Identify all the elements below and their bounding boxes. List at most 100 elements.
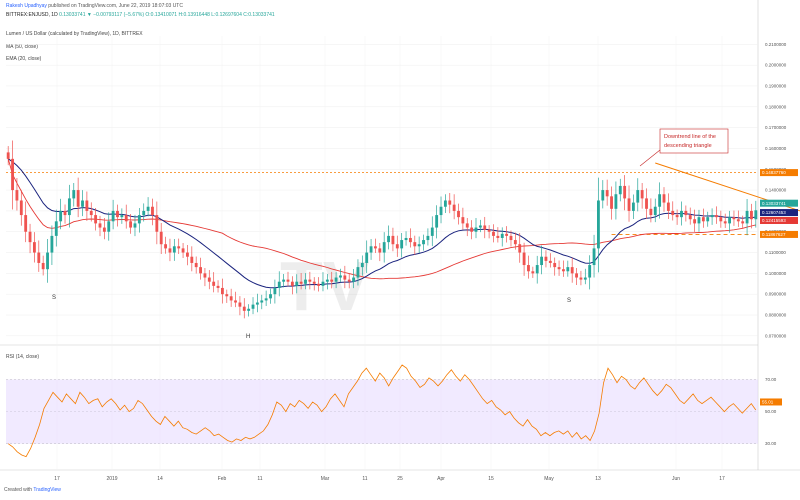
moving-averages <box>7 158 756 289</box>
price-tick-label: 0.1400000 <box>765 188 787 193</box>
price-tick-label: 0.1100000 <box>765 250 786 255</box>
candle-body <box>535 265 539 274</box>
candle-body <box>430 227 434 236</box>
candle-body <box>89 210 93 216</box>
candle-body <box>605 190 609 197</box>
candle-body <box>304 279 307 284</box>
ohlc-values: 0.13033741 ▼ −0.00793117 (−5.67%) O:0.13… <box>59 12 275 18</box>
price-tick-label: 0.1800000 <box>765 104 787 109</box>
price-badge-label: 0.12607453 <box>762 210 786 215</box>
candle-body <box>286 279 290 282</box>
candle-body <box>387 235 390 243</box>
candle-body <box>186 252 189 257</box>
candle-body <box>404 237 408 241</box>
price-tick-label: 0.1000000 <box>765 271 787 276</box>
rsi-line <box>7 364 757 458</box>
candle-body <box>570 267 574 274</box>
candle-body <box>710 215 714 218</box>
candle-body <box>220 287 224 295</box>
candle-body <box>470 227 474 232</box>
candle-body <box>67 198 71 216</box>
annotation[interactable]: Downtrend line of the descending triangle <box>639 128 729 167</box>
publisher-line: Rakesh Upadhyay published on TradingView… <box>6 3 183 9</box>
candle-body <box>544 256 548 261</box>
candle-body <box>290 281 294 286</box>
candle-body <box>750 210 753 220</box>
candle-body <box>339 275 342 278</box>
candle-body <box>199 267 202 274</box>
price-badge <box>760 199 798 207</box>
price-badge-label: 0.11867627 <box>762 232 786 237</box>
rsi-badge <box>760 398 782 406</box>
candle-body <box>116 210 119 218</box>
price-tick-label: 0.1600000 <box>765 146 787 151</box>
candle-body <box>247 308 251 311</box>
candle-body <box>518 244 522 253</box>
created-with-text: Created with <box>4 487 33 493</box>
candle-body <box>129 221 133 228</box>
candle-body <box>142 210 146 216</box>
candle-body <box>465 223 469 228</box>
author-name[interactable]: Rakesh Upadhyay <box>6 3 47 9</box>
candle-body <box>452 204 456 211</box>
candle-body <box>159 231 163 245</box>
candle-body <box>614 194 618 209</box>
candle-body <box>255 302 259 305</box>
time-tick-label: Feb <box>218 476 227 482</box>
candle-body <box>225 294 229 297</box>
time-axis[interactable]: 17 2019 14 Feb 11 Mar 11 25 Apr 15 May 13 Jun 17 <box>54 476 725 482</box>
candle-body <box>181 248 185 253</box>
candle-body <box>299 281 303 284</box>
candlesticks <box>6 140 758 319</box>
candle-body <box>706 217 710 222</box>
symbol-line: BITTREX:ENJUSD, 1D 0.13033741 ▼ −0.00793… <box>6 12 275 18</box>
candle-body <box>19 200 23 216</box>
candle-body <box>190 256 194 263</box>
candle-body <box>59 210 63 222</box>
head-label: H <box>246 334 250 340</box>
candle-body <box>85 200 89 211</box>
candle-body <box>352 277 356 282</box>
candle-body <box>715 215 718 218</box>
candle-body <box>745 210 749 224</box>
rsi-tick-label: 50.00 <box>765 409 777 414</box>
candle-body <box>37 252 41 263</box>
candle-body <box>382 242 386 253</box>
candle-body <box>343 275 347 280</box>
candle-body <box>238 302 242 307</box>
time-tick-label: Jun <box>672 476 680 482</box>
brand-link[interactable]: TradingView <box>33 487 61 493</box>
candle-body <box>111 210 115 222</box>
right-shoulder-label: S <box>567 298 571 304</box>
candle-body <box>234 300 237 303</box>
time-tick-label: 14 <box>157 476 163 482</box>
candle-body <box>76 190 80 207</box>
candle-body <box>24 215 28 232</box>
price-badges: 0.14837760 0.13033741 0.12607453 0.12415593… <box>760 169 798 406</box>
candle-body <box>15 190 19 201</box>
ma-legend[interactable]: MA (50, close) <box>6 44 38 50</box>
candle-body <box>312 281 316 284</box>
candle-body <box>505 233 509 236</box>
candle-body <box>723 221 727 224</box>
candle-body <box>94 215 98 224</box>
candle-body <box>374 246 377 249</box>
candle-body <box>98 223 102 228</box>
candle-body <box>242 306 246 311</box>
candle-body <box>527 265 530 272</box>
rsi-legend[interactable]: RSI (14, close) <box>6 354 40 360</box>
annotation-box[interactable] <box>659 128 729 154</box>
candle-body <box>172 246 176 253</box>
price-axis[interactable]: 0.2100000 0.2000000 0.1900000 0.1800000 0.17… <box>765 42 787 446</box>
candle-body <box>207 277 211 282</box>
candle-body <box>151 206 154 216</box>
price-badge <box>760 169 798 177</box>
candle-body <box>273 287 277 295</box>
candle-body <box>277 281 281 288</box>
candle-body <box>422 240 425 245</box>
time-tick-label: Mar <box>321 476 330 482</box>
candle-body <box>666 202 670 211</box>
candle-body <box>693 219 697 224</box>
ema-legend[interactable]: EMA (20, close) <box>6 56 42 62</box>
